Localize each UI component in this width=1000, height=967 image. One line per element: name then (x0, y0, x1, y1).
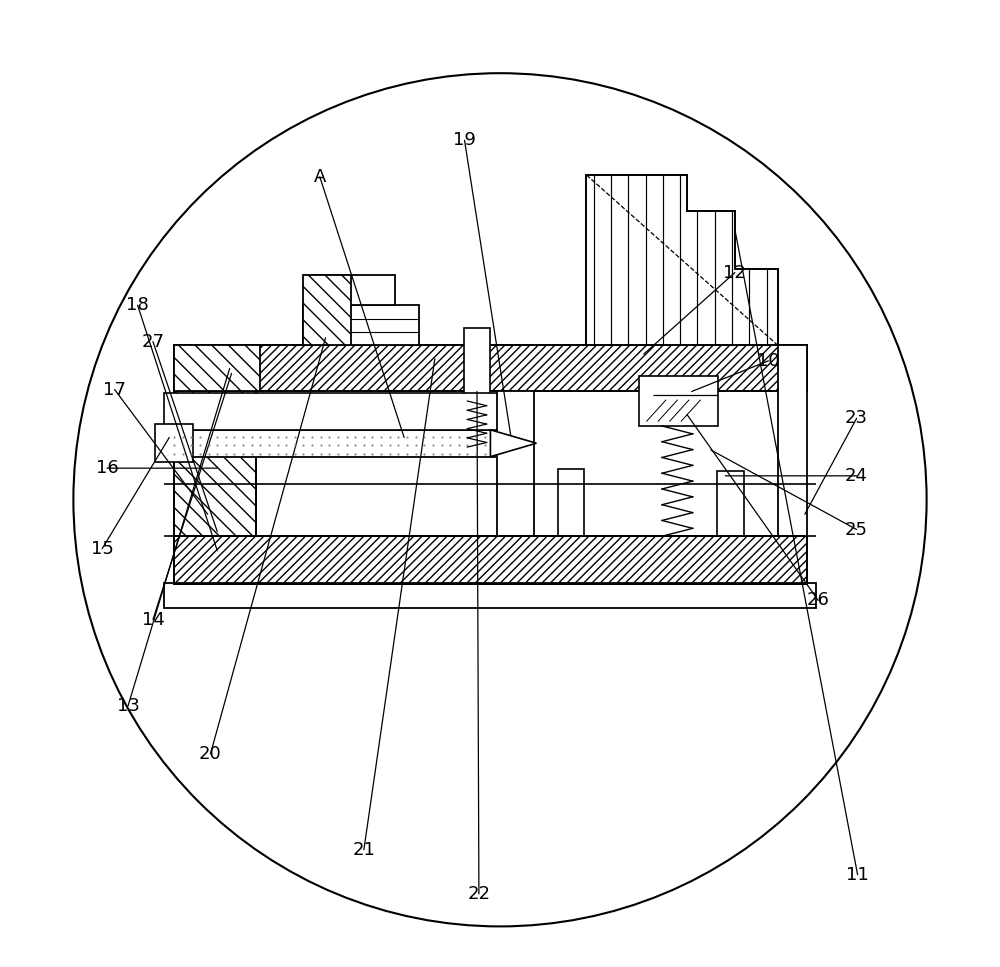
Text: 21: 21 (352, 840, 375, 859)
Bar (174, 537, 807, 584)
Text: A: A (314, 167, 326, 186)
Bar (174, 345, 260, 392)
Bar (639, 376, 718, 426)
Bar (155, 425, 193, 462)
Bar (174, 392, 256, 537)
Polygon shape (490, 429, 536, 456)
Bar (464, 328, 490, 447)
Text: 14: 14 (142, 610, 164, 629)
Text: 13: 13 (117, 697, 139, 715)
Text: 27: 27 (141, 333, 164, 351)
Bar (164, 394, 500, 429)
Text: 26: 26 (807, 592, 830, 609)
Text: 12: 12 (723, 264, 746, 281)
Text: 24: 24 (845, 467, 868, 484)
Bar (174, 392, 256, 537)
Bar (303, 275, 351, 345)
Bar (497, 392, 534, 537)
Bar (303, 306, 419, 345)
Text: 18: 18 (126, 296, 149, 314)
Bar (164, 583, 816, 608)
Bar (717, 471, 744, 537)
Bar (169, 429, 495, 456)
Text: 19: 19 (453, 132, 476, 149)
Text: 20: 20 (199, 745, 222, 763)
Text: 16: 16 (96, 459, 118, 477)
Text: 22: 22 (467, 885, 490, 903)
Bar (174, 537, 807, 584)
Text: 11: 11 (846, 865, 869, 884)
Bar (313, 275, 395, 306)
Text: 25: 25 (845, 520, 868, 539)
Text: 10: 10 (757, 352, 780, 369)
Bar (174, 345, 807, 392)
Bar (778, 345, 807, 537)
Text: 23: 23 (845, 409, 868, 427)
Text: 15: 15 (91, 540, 114, 558)
Bar (558, 469, 584, 537)
Text: 17: 17 (103, 381, 126, 398)
Polygon shape (586, 175, 778, 345)
Bar (174, 345, 807, 392)
